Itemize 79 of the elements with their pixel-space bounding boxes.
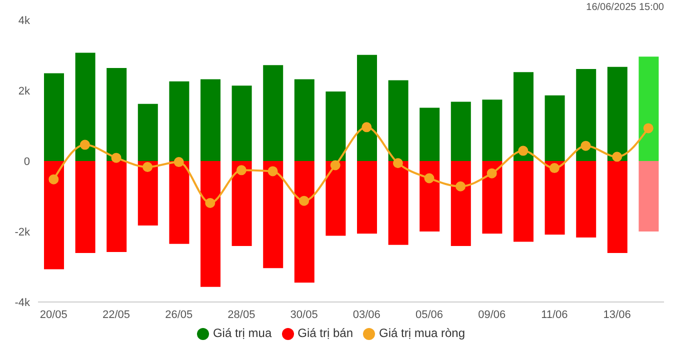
point xyxy=(486,168,497,178)
bar xyxy=(638,56,659,161)
bar xyxy=(200,79,220,161)
bar xyxy=(75,52,96,161)
point xyxy=(362,122,372,132)
bar xyxy=(482,161,502,234)
point xyxy=(643,123,654,134)
point xyxy=(392,158,403,168)
point xyxy=(205,198,216,208)
bar xyxy=(326,161,346,236)
bar xyxy=(357,161,377,234)
bar xyxy=(294,161,314,283)
y-tick-label: -4k xyxy=(14,296,30,309)
bar xyxy=(44,73,64,161)
point xyxy=(48,174,59,184)
point xyxy=(580,140,591,151)
y-tick-label: -2k xyxy=(14,226,30,238)
point xyxy=(424,173,434,184)
bar xyxy=(138,104,158,161)
y-tick-label: 2k xyxy=(18,85,30,98)
bar xyxy=(232,86,252,161)
point xyxy=(299,196,310,206)
bar xyxy=(388,161,408,245)
bar xyxy=(106,68,127,161)
bar xyxy=(169,81,190,161)
point xyxy=(612,152,622,162)
bar xyxy=(607,66,628,161)
bar xyxy=(388,80,408,161)
text: 16/06/2025 15:00 xyxy=(586,2,664,13)
bar xyxy=(450,161,471,246)
point xyxy=(549,163,560,174)
bar xyxy=(450,102,471,161)
legend-label: Giá trị mua ròng xyxy=(379,326,466,340)
bar xyxy=(420,161,440,232)
bar xyxy=(576,161,596,238)
bar xyxy=(544,95,565,161)
y-tick-label: 0 xyxy=(24,156,30,168)
point xyxy=(456,181,466,192)
bar xyxy=(263,65,284,161)
point xyxy=(111,152,122,163)
x-tick-label: 11/06 xyxy=(541,308,568,321)
bar xyxy=(106,161,127,252)
bar xyxy=(576,69,596,161)
x-tick-label: 26/05 xyxy=(165,308,193,321)
bar xyxy=(75,161,96,254)
point xyxy=(142,162,153,172)
legend-label: Giá trị mua xyxy=(212,326,272,340)
bar xyxy=(638,161,659,232)
x-tick-label: 05/06 xyxy=(415,308,444,321)
point xyxy=(236,165,246,176)
bar xyxy=(420,108,440,161)
bar xyxy=(514,161,534,242)
x-tick-label: 20/05 xyxy=(40,308,68,321)
x-tick-label: 22/05 xyxy=(102,308,130,321)
bar xyxy=(326,92,346,161)
bar xyxy=(544,161,565,235)
bar xyxy=(482,100,502,161)
bar xyxy=(169,161,190,244)
x-tick-label: 03/06 xyxy=(352,308,380,321)
x-tick-label: 30/05 xyxy=(290,308,318,321)
point xyxy=(174,157,184,168)
y-tick-label: 4k xyxy=(18,14,30,27)
point xyxy=(518,146,528,156)
bar xyxy=(294,79,314,161)
x-tick-label: 13/06 xyxy=(603,308,631,321)
point xyxy=(330,160,340,170)
bar xyxy=(607,161,628,254)
point xyxy=(268,166,278,176)
legend-label: Giá trị bán xyxy=(298,326,353,340)
bar xyxy=(44,161,64,270)
bar xyxy=(357,54,377,161)
bar xyxy=(263,161,284,268)
point xyxy=(80,140,90,150)
bar xyxy=(138,161,158,226)
x-tick-label: 09/06 xyxy=(478,308,506,321)
bar xyxy=(200,161,220,287)
bar xyxy=(514,72,534,161)
x-tick-label: 28/05 xyxy=(228,308,256,321)
bar xyxy=(232,161,252,246)
